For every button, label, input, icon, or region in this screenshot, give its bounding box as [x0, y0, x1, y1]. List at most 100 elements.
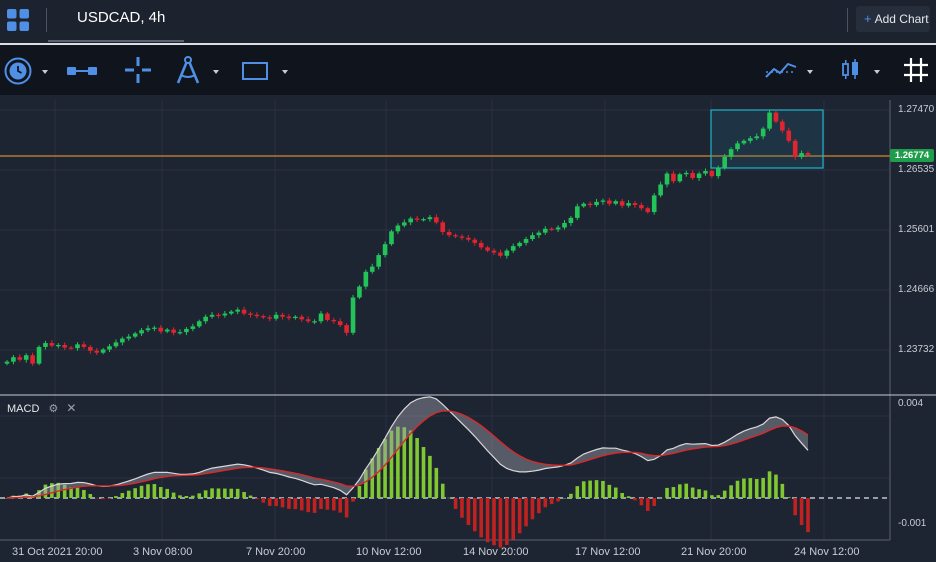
- macd-histogram-bar: [351, 498, 355, 502]
- candle-body: [107, 346, 112, 350]
- candle-body: [113, 342, 119, 347]
- macd-histogram-bar: [678, 484, 682, 498]
- macd-histogram-bar: [658, 497, 663, 499]
- candle-body: [17, 357, 23, 360]
- macd-histogram-bar: [267, 498, 272, 506]
- horizontal-line-icon[interactable]: [66, 62, 102, 80]
- selection-rectangle[interactable]: [710, 109, 824, 169]
- macd-histogram-bar: [774, 474, 778, 498]
- candle-body: [466, 237, 471, 240]
- macd-histogram-bar: [139, 485, 144, 498]
- candle-body: [299, 316, 305, 320]
- macd-histogram-bar: [684, 483, 689, 498]
- candle-body: [4, 361, 10, 364]
- candle-body: [562, 223, 567, 228]
- candle-body: [542, 228, 548, 233]
- macd-histogram-bar: [101, 498, 105, 500]
- candle-body: [786, 130, 792, 141]
- candle-body: [177, 332, 183, 334]
- close-icon[interactable]: ✕: [66, 401, 77, 415]
- grid-icon[interactable]: [902, 56, 930, 84]
- candle-body: [30, 355, 35, 364]
- chevron-down-icon[interactable]: [213, 70, 219, 74]
- date-tick: 7 Nov 20:00: [246, 546, 306, 558]
- macd-histogram-bar: [94, 498, 99, 499]
- candle-body: [23, 355, 29, 360]
- chevron-down-icon[interactable]: [874, 70, 880, 74]
- candle-body: [318, 313, 324, 322]
- macd-histogram-bar: [158, 487, 163, 498]
- macd-histogram-bar: [786, 497, 791, 498]
- macd-histogram-bar: [601, 480, 605, 498]
- macd-histogram-bar: [652, 498, 657, 507]
- macd-histogram-bar: [242, 491, 246, 498]
- candle-body: [421, 219, 426, 221]
- macd-histogram-bar: [639, 498, 644, 506]
- macd-histogram-bar: [492, 498, 496, 546]
- date-tick: 14 Nov 20:00: [463, 546, 529, 558]
- macd-histogram-bar: [537, 498, 541, 514]
- candle-body: [594, 201, 599, 206]
- candle-body: [11, 357, 16, 362]
- candle-body: [741, 140, 747, 144]
- candle-body: [254, 314, 260, 317]
- clock-icon[interactable]: [4, 57, 32, 85]
- chevron-down-icon[interactable]: [807, 70, 813, 74]
- macd-histogram-bar: [620, 492, 624, 498]
- add-chart-button[interactable]: + Add Chart: [856, 6, 930, 32]
- candle-body: [709, 170, 715, 177]
- macd-histogram-bar: [479, 498, 483, 538]
- macd-histogram-bar: [703, 490, 708, 498]
- price-chart[interactable]: [0, 95, 936, 562]
- candle-body: [81, 344, 87, 347]
- indicators-icon[interactable]: [764, 58, 798, 82]
- candle-type-icon[interactable]: [840, 58, 862, 82]
- rectangle-icon[interactable]: [241, 60, 269, 82]
- macd-histogram-bar: [697, 489, 701, 498]
- macd-histogram-bar: [287, 498, 291, 509]
- candle-body: [222, 313, 228, 316]
- chevron-down-icon[interactable]: [42, 70, 48, 74]
- candle-body: [62, 344, 67, 348]
- macd-histogram-bar: [742, 478, 746, 498]
- candle-body: [376, 255, 381, 267]
- macd-histogram-bar: [466, 498, 471, 525]
- chevron-down-icon[interactable]: [282, 70, 288, 74]
- plus-icon: +: [864, 11, 872, 26]
- candle-body: [780, 121, 785, 131]
- candle-body: [632, 203, 638, 206]
- macd-histogram-bar: [364, 469, 368, 498]
- macd-histogram-bar: [613, 487, 618, 498]
- macd-histogram-bar: [505, 498, 509, 545]
- add-chart-label: Add Chart: [874, 12, 929, 26]
- crosshair-icon[interactable]: [124, 56, 152, 84]
- macd-histogram-bar: [357, 486, 362, 498]
- macd-name: MACD: [7, 403, 40, 415]
- settings-icon[interactable]: ⚙: [48, 403, 59, 415]
- macd-signal-line: [6, 410, 809, 499]
- candle-body: [139, 330, 144, 334]
- candle-body: [369, 266, 375, 272]
- candle-body: [280, 314, 285, 317]
- compass-icon[interactable]: [174, 55, 202, 85]
- candle-body: [434, 217, 439, 223]
- macd-histogram-bar: [485, 498, 490, 543]
- candle-body: [549, 228, 554, 230]
- candle-body: [363, 271, 369, 287]
- candle-body: [568, 217, 574, 224]
- layout-grid-icon[interactable]: [6, 8, 30, 32]
- candle-body: [728, 149, 734, 157]
- chart-area[interactable]: MACD ⚙ ✕: [0, 95, 936, 562]
- macd-histogram-bar: [735, 480, 740, 498]
- macd-histogram-bar: [197, 493, 202, 498]
- candle-body: [36, 346, 42, 364]
- candle-body: [94, 350, 100, 353]
- candle-body: [760, 128, 766, 137]
- macd-histogram-bar: [633, 498, 637, 501]
- macd-histogram-bar: [780, 483, 785, 498]
- candle-body: [748, 138, 753, 141]
- candle-body: [581, 203, 587, 207]
- macd-line: [6, 396, 809, 499]
- candle-body: [478, 242, 484, 248]
- symbol-tab[interactable]: USDCAD, 4h: [48, 0, 184, 42]
